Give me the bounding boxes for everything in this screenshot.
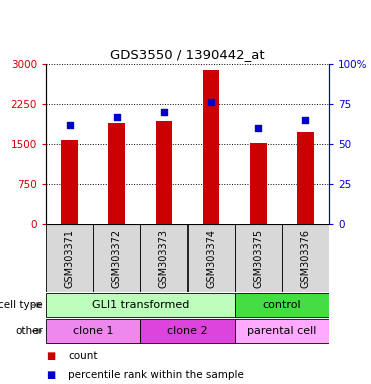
Title: GDS3550 / 1390442_at: GDS3550 / 1390442_at [110, 48, 265, 61]
Point [114, 114, 120, 120]
Bar [250, 143, 266, 224]
Text: GSM303372: GSM303372 [112, 228, 122, 288]
Bar [282, 224, 329, 292]
Bar [156, 121, 172, 224]
Bar [108, 123, 125, 224]
Text: GSM303373: GSM303373 [159, 228, 169, 288]
Point [161, 109, 167, 115]
Text: clone 2: clone 2 [167, 326, 208, 336]
Point [302, 117, 308, 123]
Text: GSM303375: GSM303375 [253, 228, 263, 288]
Text: ■: ■ [46, 370, 55, 380]
Bar [61, 140, 78, 224]
Text: other: other [15, 326, 43, 336]
Bar [203, 70, 219, 224]
Bar [140, 224, 187, 292]
Bar [297, 132, 313, 224]
Text: GSM303374: GSM303374 [206, 228, 216, 288]
Text: ■: ■ [46, 351, 55, 361]
Text: control: control [263, 300, 301, 310]
Text: GSM303376: GSM303376 [301, 228, 311, 288]
Bar [235, 224, 282, 292]
Bar [235, 318, 329, 343]
Text: percentile rank within the sample: percentile rank within the sample [68, 370, 244, 380]
Bar [235, 293, 329, 318]
Bar [46, 293, 235, 318]
Text: parental cell: parental cell [247, 326, 316, 336]
Bar [46, 224, 93, 292]
Point [67, 122, 73, 128]
Text: GLI1 transformed: GLI1 transformed [92, 300, 189, 310]
Point [255, 125, 261, 131]
Point [208, 99, 214, 106]
Text: clone 1: clone 1 [73, 326, 114, 336]
Bar [140, 318, 235, 343]
Text: cell type: cell type [0, 300, 43, 310]
Bar [93, 224, 140, 292]
Bar [46, 318, 140, 343]
Text: GSM303371: GSM303371 [65, 228, 75, 288]
Bar [187, 224, 235, 292]
Text: count: count [68, 351, 98, 361]
